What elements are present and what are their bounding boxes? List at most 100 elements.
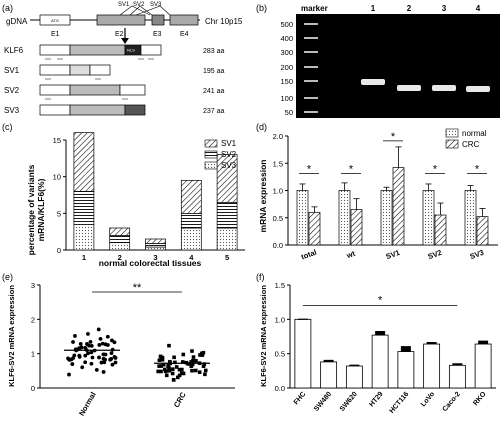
data-point — [77, 353, 82, 358]
marker-size-label: 300 — [280, 48, 293, 57]
data-point — [190, 362, 195, 367]
data-point — [174, 365, 179, 369]
bar-segment — [216, 154, 238, 203]
data-point — [172, 355, 176, 360]
chart-e-points: ** — [64, 282, 210, 382]
bar-segment — [216, 227, 238, 251]
data-point — [186, 362, 190, 366]
data-point — [170, 371, 175, 376]
data-point — [67, 358, 72, 362]
arrow-head — [121, 38, 129, 44]
data-point — [164, 373, 169, 378]
bar-segment — [145, 238, 166, 244]
data-point — [94, 368, 99, 372]
data-point — [200, 351, 204, 356]
y-tick-label: 1.5 — [275, 281, 285, 290]
bar — [392, 167, 405, 246]
isoform-segment — [124, 104, 146, 116]
sig-star: * — [307, 164, 312, 176]
marker-size-label: 500 — [280, 20, 293, 29]
chart-f-bars: * — [294, 295, 492, 389]
bar-segment — [109, 227, 131, 236]
x-tick-label: FHC — [293, 391, 308, 407]
error-bar — [375, 331, 386, 336]
sig-star: * — [349, 164, 354, 176]
marker-size-label: 400 — [280, 34, 293, 43]
data-point — [167, 368, 172, 373]
bar — [371, 334, 389, 389]
x-tick-label: CRC — [172, 390, 188, 409]
data-point — [73, 334, 77, 338]
data-point — [113, 356, 118, 360]
error-bar — [478, 340, 489, 345]
data-point — [110, 338, 114, 343]
y-tick-label: 1.0 — [273, 187, 283, 196]
sv1-splice-label: SV1 — [118, 2, 130, 8]
isoform-segment — [39, 84, 71, 96]
sig-star: * — [378, 295, 383, 307]
x-tick-label: SV2 — [427, 248, 443, 261]
chart-c-legend: SV1 SV2 SV3 — [204, 139, 237, 170]
chart-c-ylabel-line2: mRNA/KLF6(%) — [36, 178, 46, 241]
panel-d: (d) mRNA expression 0.0 0.5 1.0 1.5 2.0 total… — [256, 118, 500, 270]
bar-segment — [180, 227, 202, 251]
data-point — [159, 364, 164, 368]
legend-swatch — [445, 128, 459, 138]
data-point — [89, 343, 94, 348]
bar — [308, 211, 321, 246]
data-point — [168, 359, 172, 364]
exon-label-e1: E1 — [51, 31, 60, 38]
bar-segment — [180, 179, 202, 214]
data-point — [85, 342, 89, 346]
isoform-segment — [69, 44, 126, 56]
bar — [476, 216, 489, 246]
data-point — [157, 358, 162, 363]
data-point — [96, 327, 101, 332]
exon-label-e4: E4 — [180, 31, 189, 38]
data-point — [171, 367, 175, 371]
chart-d-legend: normal CRC — [445, 128, 487, 149]
error-bar — [426, 341, 437, 345]
bar-segment — [180, 212, 202, 229]
error-bar — [452, 363, 463, 366]
y-tick-label: 0 — [57, 246, 61, 255]
panel-e-label: (e) — [2, 272, 13, 282]
data-point — [177, 373, 182, 378]
x-tick-label: total — [300, 248, 318, 262]
data-point — [156, 369, 160, 374]
panel-e: (e) KLF6-SV2 mRNA expression 0 1 2 3 Normal C… — [0, 270, 250, 421]
data-point — [159, 369, 163, 374]
panel-b-label: (b) — [256, 3, 267, 13]
isoform-size: 241 aa — [203, 88, 225, 95]
isoform-row-sv1: SV1 195 aa — [4, 64, 225, 80]
data-point — [98, 336, 103, 341]
error-bar — [297, 318, 308, 320]
bar-segment — [109, 234, 131, 244]
data-point — [179, 371, 184, 376]
chart-e: (e) KLF6-SV2 mRNA expression 0 1 2 3 Normal C… — [2, 272, 235, 418]
sig-star: * — [475, 164, 480, 176]
x-tick-label: Normal — [77, 391, 98, 418]
isoform-segment — [69, 104, 126, 116]
bar-segment — [73, 223, 95, 251]
bar — [320, 361, 338, 389]
x-tick-label: 1 — [82, 253, 86, 262]
bar — [422, 190, 435, 246]
gel-background — [296, 14, 500, 118]
x-tick-label: Caco-2 — [442, 391, 462, 413]
bar — [350, 209, 363, 246]
x-tick-label: RKO — [472, 390, 488, 407]
bar — [380, 190, 393, 246]
y-tick-label: 0.5 — [273, 214, 283, 223]
data-point — [162, 367, 167, 372]
lane-label: 2 — [407, 4, 412, 13]
sig-star: ** — [133, 282, 142, 294]
sample-band — [432, 85, 456, 91]
atg-label: ATG — [51, 18, 59, 23]
isoform-segment — [39, 104, 71, 116]
data-point — [180, 360, 185, 364]
data-point — [160, 356, 165, 360]
legend-label: SV2 — [221, 150, 237, 159]
x-tick-label: 4 — [189, 253, 194, 262]
